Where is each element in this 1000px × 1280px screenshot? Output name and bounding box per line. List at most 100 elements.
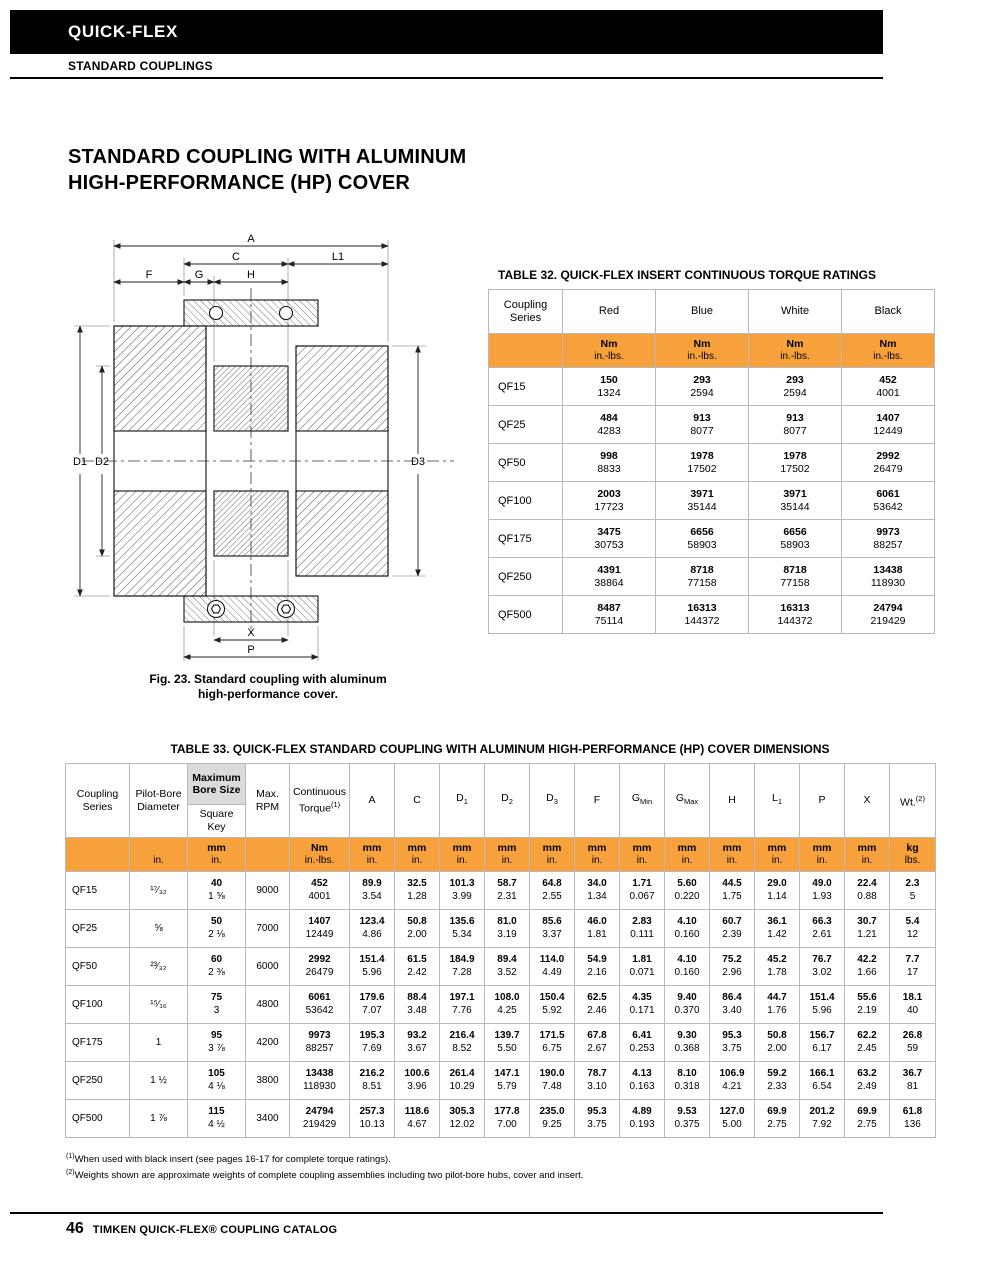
max-rpm-cell: 9000 [245, 871, 290, 910]
dimensions-section: TABLE 33. QUICK-FLEX STANDARD COUPLING W… [65, 742, 936, 1138]
dimension-cell: 89.9 3.54 [349, 871, 395, 910]
dimension-cell: 44.7 1.76 [754, 985, 800, 1024]
torque-value-cell: 2003 17723 [562, 481, 656, 520]
torque-unit-cell: Nm in.-lbs. [289, 837, 350, 872]
torque-ratings-section: TABLE 32. QUICK-FLEX INSERT CONTINUOUS T… [488, 268, 935, 634]
dim-unit-cell: mm in. [664, 837, 710, 872]
dimension-cell: 1.71 0.067 [619, 871, 665, 910]
top-black-bar: QUICK-FLEX [10, 10, 883, 54]
max-rpm-cell: 6000 [245, 947, 290, 986]
pilot-bore-cell: ¹⁵⁄₁₆ [129, 985, 188, 1024]
dimension-cell: 95.3 3.75 [574, 1099, 620, 1138]
table33-dim-header: D3 [529, 763, 575, 838]
torque-cell: 452 4001 [289, 871, 350, 910]
dimension-cell: 69.9 2.75 [754, 1099, 800, 1138]
table32-series-cell: QF50 [488, 443, 563, 482]
dimension-cell: 177.8 7.00 [484, 1099, 530, 1138]
dim-label-h: H [247, 269, 255, 281]
dimension-cell: 216.2 8.51 [349, 1061, 395, 1100]
torque-value-cell: 150 1324 [562, 367, 656, 406]
torque-value-cell: 3475 30753 [562, 519, 656, 558]
dimension-cell: 50.8 2.00 [394, 909, 440, 948]
dim-label-l1: L1 [332, 251, 344, 263]
dimension-cell: 123.4 4.86 [349, 909, 395, 948]
table-row: QF250 4391 38864 8718 77158 8718 77158 13438 118… [488, 557, 935, 596]
dim-label-a: A [247, 233, 255, 245]
pilot-bore-cell: ²³⁄₃₂ [129, 947, 188, 986]
table33-series-cell: QF15 [65, 871, 130, 910]
table33-series-cell: QF250 [65, 1061, 130, 1100]
dimension-cell: 58.7 2.31 [484, 871, 530, 910]
dimension-cell: 88.4 3.48 [394, 985, 440, 1024]
max-rpm-cell: 4200 [245, 1023, 290, 1062]
dimension-cell: 171.5 6.75 [529, 1023, 575, 1062]
torque-cell: 13438 118930 [289, 1061, 350, 1100]
torque-value-cell: 293 2594 [655, 367, 749, 406]
dim-unit-cell: mm in. [349, 837, 395, 872]
dimension-cell: 4.13 0.163 [619, 1061, 665, 1100]
table33-dim-header: D2 [484, 763, 530, 838]
torque-value-cell: 8718 77158 [655, 557, 749, 596]
page-title-line2: HIGH-PERFORMANCE (HP) COVER [68, 172, 411, 194]
table32-series-cell: QF250 [488, 557, 563, 596]
dimension-cell: 6.41 0.253 [619, 1023, 665, 1062]
dimension-cell: 216.4 8.52 [439, 1023, 485, 1062]
torque-value-cell: 2992 26479 [841, 443, 935, 482]
dimension-cell: 46.0 1.81 [574, 909, 620, 948]
weight-cell: 26.8 59 [889, 1023, 936, 1062]
torque-value-cell: 998 8833 [562, 443, 656, 482]
dimension-cell: 108.0 4.25 [484, 985, 530, 1024]
dim-unit-cell: mm in. [574, 837, 620, 872]
max-rpm-cell: 3800 [245, 1061, 290, 1100]
table33-series-cell: QF25 [65, 909, 130, 948]
page-title-line1: STANDARD COUPLING WITH ALUMINUM [68, 146, 467, 168]
dim-unit-cell: mm in. [529, 837, 575, 872]
dimension-cell: 257.3 10.13 [349, 1099, 395, 1138]
table-row: QF250 1 ½ 105 4 ⅛ 3800 13438 118930 216.2 8.51 10… [65, 1061, 936, 1100]
dimension-cell: 179.6 7.07 [349, 985, 395, 1024]
table-row: QF175 3475 30753 6656 58903 6656 58903 9973 8825… [488, 519, 935, 558]
dimension-cell: 201.2 7.92 [799, 1099, 845, 1138]
torque-value-cell: 6656 58903 [748, 519, 842, 558]
max-bore-cell: 105 4 ⅛ [187, 1061, 246, 1100]
max-bore-cell: 60 2 ⅜ [187, 947, 246, 986]
torque-value-cell: 8487 75114 [562, 595, 656, 634]
dimension-cell: 32.5 1.28 [394, 871, 440, 910]
max-bore-cell: 115 4 ½ [187, 1099, 246, 1138]
table33-dim-header: D1 [439, 763, 485, 838]
torque-value-cell: 13438 118930 [841, 557, 935, 596]
torque-cell: 1407 12449 [289, 909, 350, 948]
dimension-cell: 85.6 3.37 [529, 909, 575, 948]
dimension-cell: 95.3 3.75 [709, 1023, 755, 1062]
pilot-bore-cell: 1 ⅞ [129, 1099, 188, 1138]
dimension-cell: 63.2 2.49 [844, 1061, 890, 1100]
dim-label-d2: D2 [95, 456, 109, 468]
table33-dim-header: X [844, 763, 890, 838]
table32-series-cell: QF100 [488, 481, 563, 520]
max-rpm-cell: 7000 [245, 909, 290, 948]
table33-dim-header: C [394, 763, 440, 838]
table-row: QF50 ²³⁄₃₂ 60 2 ⅜ 6000 2992 26479 151.4 5.96 61.5… [65, 947, 936, 986]
dim-label-c: C [232, 251, 240, 263]
torque-value-cell: 24794 219429 [841, 595, 935, 634]
dimension-cell: 81.0 3.19 [484, 909, 530, 948]
weight-unit-cell: kg lbs. [889, 837, 936, 872]
table-row: QF50 998 8833 1978 17502 1978 17502 2992 26479 [488, 443, 935, 482]
torque-value-cell: 1978 17502 [748, 443, 842, 482]
torque-value-cell: 4391 38864 [562, 557, 656, 596]
table32-units-spacer [488, 333, 563, 368]
footnote-2: (2)Weights shown are approximate weights… [66, 1169, 584, 1182]
table33-dim-header: H [709, 763, 755, 838]
dimension-cell: 156.7 6.17 [799, 1023, 845, 1062]
table32-unit-cell: Nm in.-lbs. [562, 333, 656, 368]
max-rpm-cell: 3400 [245, 1099, 290, 1138]
dim-unit-cell: mm in. [394, 837, 440, 872]
dimension-cell: 4.35 0.171 [619, 985, 665, 1024]
dimension-cell: 54.9 2.16 [574, 947, 620, 986]
dimension-cell: 75.2 2.96 [709, 947, 755, 986]
dimension-cell: 29.0 1.14 [754, 871, 800, 910]
torque-value-cell: 6656 58903 [655, 519, 749, 558]
footnote-1: (1)When used with black insert (see page… [66, 1153, 391, 1166]
dimension-cell: 60.7 2.39 [709, 909, 755, 948]
